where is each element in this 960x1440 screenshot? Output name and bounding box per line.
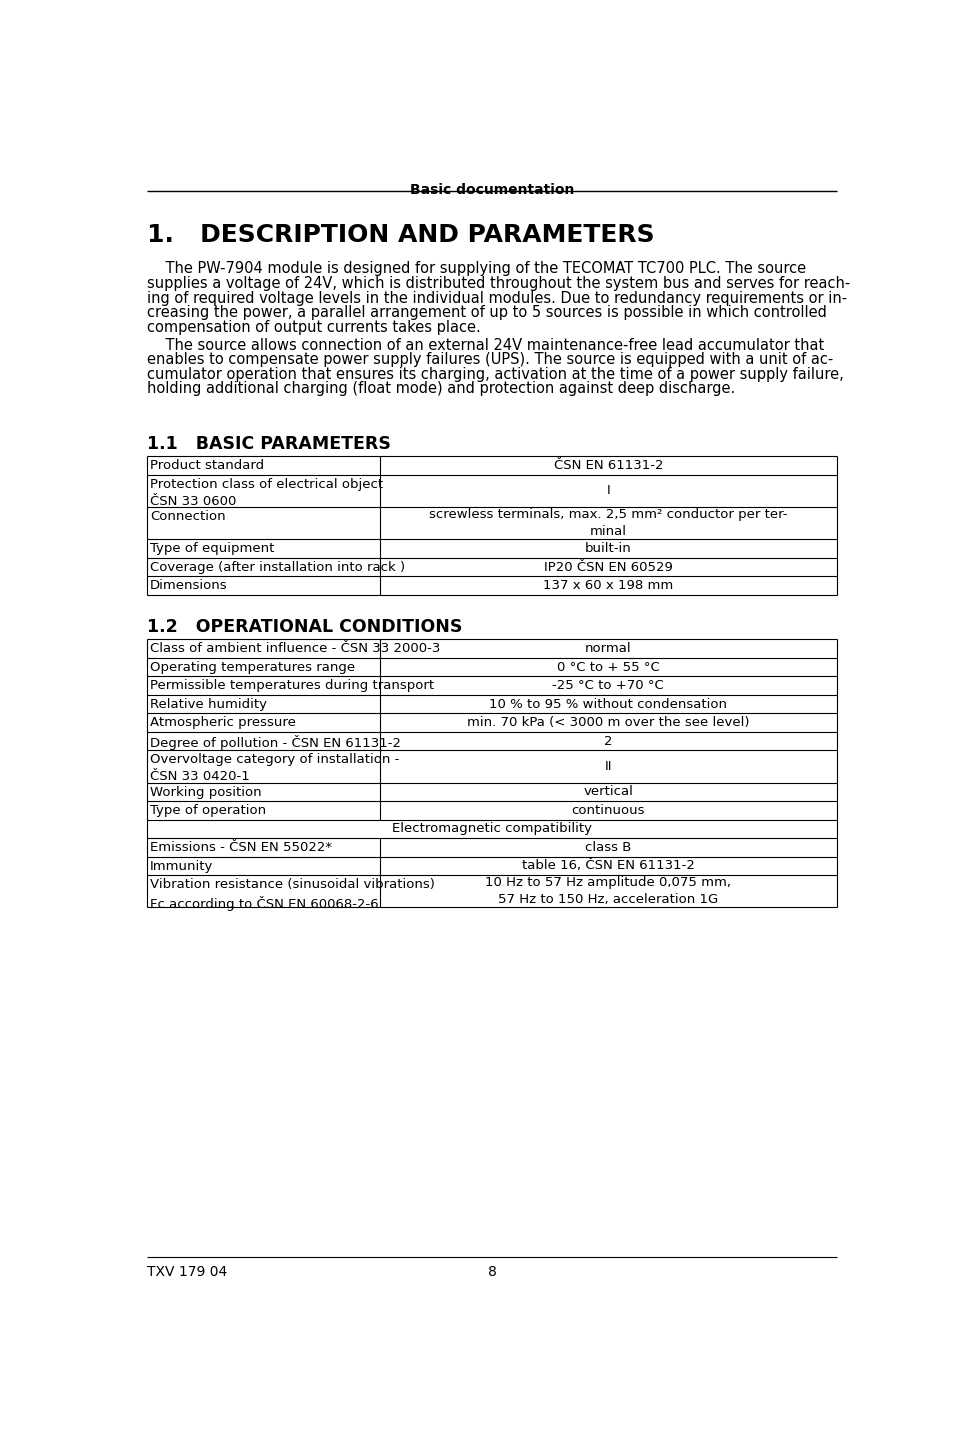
- Text: Product standard: Product standard: [150, 459, 264, 472]
- Text: Type of operation: Type of operation: [150, 804, 266, 816]
- Text: Coverage (after installation into rack ): Coverage (after installation into rack ): [150, 560, 405, 575]
- Text: Protection class of electrical object
ČSN 33 0600: Protection class of electrical object ČS…: [150, 478, 383, 508]
- Text: creasing the power, a parallel arrangement of up to 5 sources is possible in whi: creasing the power, a parallel arrangeme…: [147, 305, 827, 320]
- Text: Atmospheric pressure: Atmospheric pressure: [150, 717, 296, 730]
- Text: 1.1   BASIC PARAMETERS: 1.1 BASIC PARAMETERS: [147, 435, 391, 452]
- Text: 1.   DESCRIPTION AND PARAMETERS: 1. DESCRIPTION AND PARAMETERS: [147, 223, 655, 246]
- Text: 1.2   OPERATIONAL CONDITIONS: 1.2 OPERATIONAL CONDITIONS: [147, 618, 463, 636]
- Text: Permissible temperatures during transport: Permissible temperatures during transpor…: [150, 680, 434, 693]
- Text: TXV 179 04: TXV 179 04: [147, 1264, 228, 1279]
- Text: 2: 2: [604, 734, 612, 747]
- Text: table 16, ČSN EN 61131-2: table 16, ČSN EN 61131-2: [522, 860, 695, 873]
- Text: Type of equipment: Type of equipment: [150, 543, 275, 556]
- Text: Class of ambient influence - ČSN 33 2000-3: Class of ambient influence - ČSN 33 2000…: [150, 642, 441, 655]
- Text: Vibration resistance (sinusoidal vibrations)
Fc according to ČSN EN 60068-2-6: Vibration resistance (sinusoidal vibrati…: [150, 878, 435, 912]
- Text: screwless terminals, max. 2,5 mm² conductor per ter-
minal: screwless terminals, max. 2,5 mm² conduc…: [429, 508, 787, 539]
- Text: Immunity: Immunity: [150, 860, 213, 873]
- Text: vertical: vertical: [584, 785, 634, 798]
- Text: compensation of output currents takes place.: compensation of output currents takes pl…: [147, 320, 481, 336]
- Text: Working position: Working position: [150, 786, 262, 799]
- Text: built-in: built-in: [585, 541, 632, 554]
- Text: Electromagnetic compatibility: Electromagnetic compatibility: [392, 822, 592, 835]
- Text: Operating temperatures range: Operating temperatures range: [150, 661, 355, 674]
- Text: Overvoltage category of installation -
ČSN 33 0420-1: Overvoltage category of installation - Č…: [150, 753, 399, 783]
- Text: Connection: Connection: [150, 510, 226, 523]
- Text: 10 % to 95 % without condensation: 10 % to 95 % without condensation: [490, 697, 728, 710]
- Text: min. 70 kPa (< 3000 m over the see level): min. 70 kPa (< 3000 m over the see level…: [467, 716, 750, 729]
- Text: Degree of pollution - ČSN EN 61131-2: Degree of pollution - ČSN EN 61131-2: [150, 734, 401, 750]
- Text: -25 °C to +70 °C: -25 °C to +70 °C: [552, 680, 664, 693]
- Text: II: II: [605, 760, 612, 773]
- Text: supplies a voltage of 24V, which is distributed throughout the system bus and se: supplies a voltage of 24V, which is dist…: [147, 276, 851, 291]
- Text: IP20 ČSN EN 60529: IP20 ČSN EN 60529: [543, 560, 673, 573]
- Text: Relative humidity: Relative humidity: [150, 698, 267, 711]
- Text: The source allows connection of an external 24V maintenance-free lead accumulato: The source allows connection of an exter…: [147, 337, 825, 353]
- Text: enables to compensate power supply failures (UPS). The source is equipped with a: enables to compensate power supply failu…: [147, 353, 833, 367]
- Text: 10 Hz to 57 Hz amplitude 0,075 mm,
57 Hz to 150 Hz, acceleration 1G: 10 Hz to 57 Hz amplitude 0,075 mm, 57 Hz…: [485, 876, 732, 906]
- Text: ČSN EN 61131-2: ČSN EN 61131-2: [554, 459, 663, 472]
- Text: Dimensions: Dimensions: [150, 579, 228, 592]
- Text: Basic documentation: Basic documentation: [410, 183, 574, 197]
- Text: ing of required voltage levels in the individual modules. Due to redundancy requ: ing of required voltage levels in the in…: [147, 291, 848, 305]
- Text: 137 x 60 x 198 mm: 137 x 60 x 198 mm: [543, 579, 673, 592]
- Text: class B: class B: [585, 841, 632, 854]
- Text: Emissions - ČSN EN 55022*: Emissions - ČSN EN 55022*: [150, 841, 332, 854]
- Text: I: I: [607, 484, 611, 497]
- Text: 0 °C to + 55 °C: 0 °C to + 55 °C: [557, 661, 660, 674]
- Text: continuous: continuous: [571, 804, 645, 816]
- Text: 8: 8: [488, 1264, 496, 1279]
- Text: cumulator operation that ensures its charging, activation at the time of a power: cumulator operation that ensures its cha…: [147, 367, 844, 382]
- Text: holding additional charging (float mode) and protection against deep discharge.: holding additional charging (float mode)…: [147, 382, 735, 396]
- Text: normal: normal: [585, 642, 632, 655]
- Text: The PW-7904 module is designed for supplying of the TECOMAT TC700 PLC. The sourc: The PW-7904 module is designed for suppl…: [147, 261, 806, 276]
